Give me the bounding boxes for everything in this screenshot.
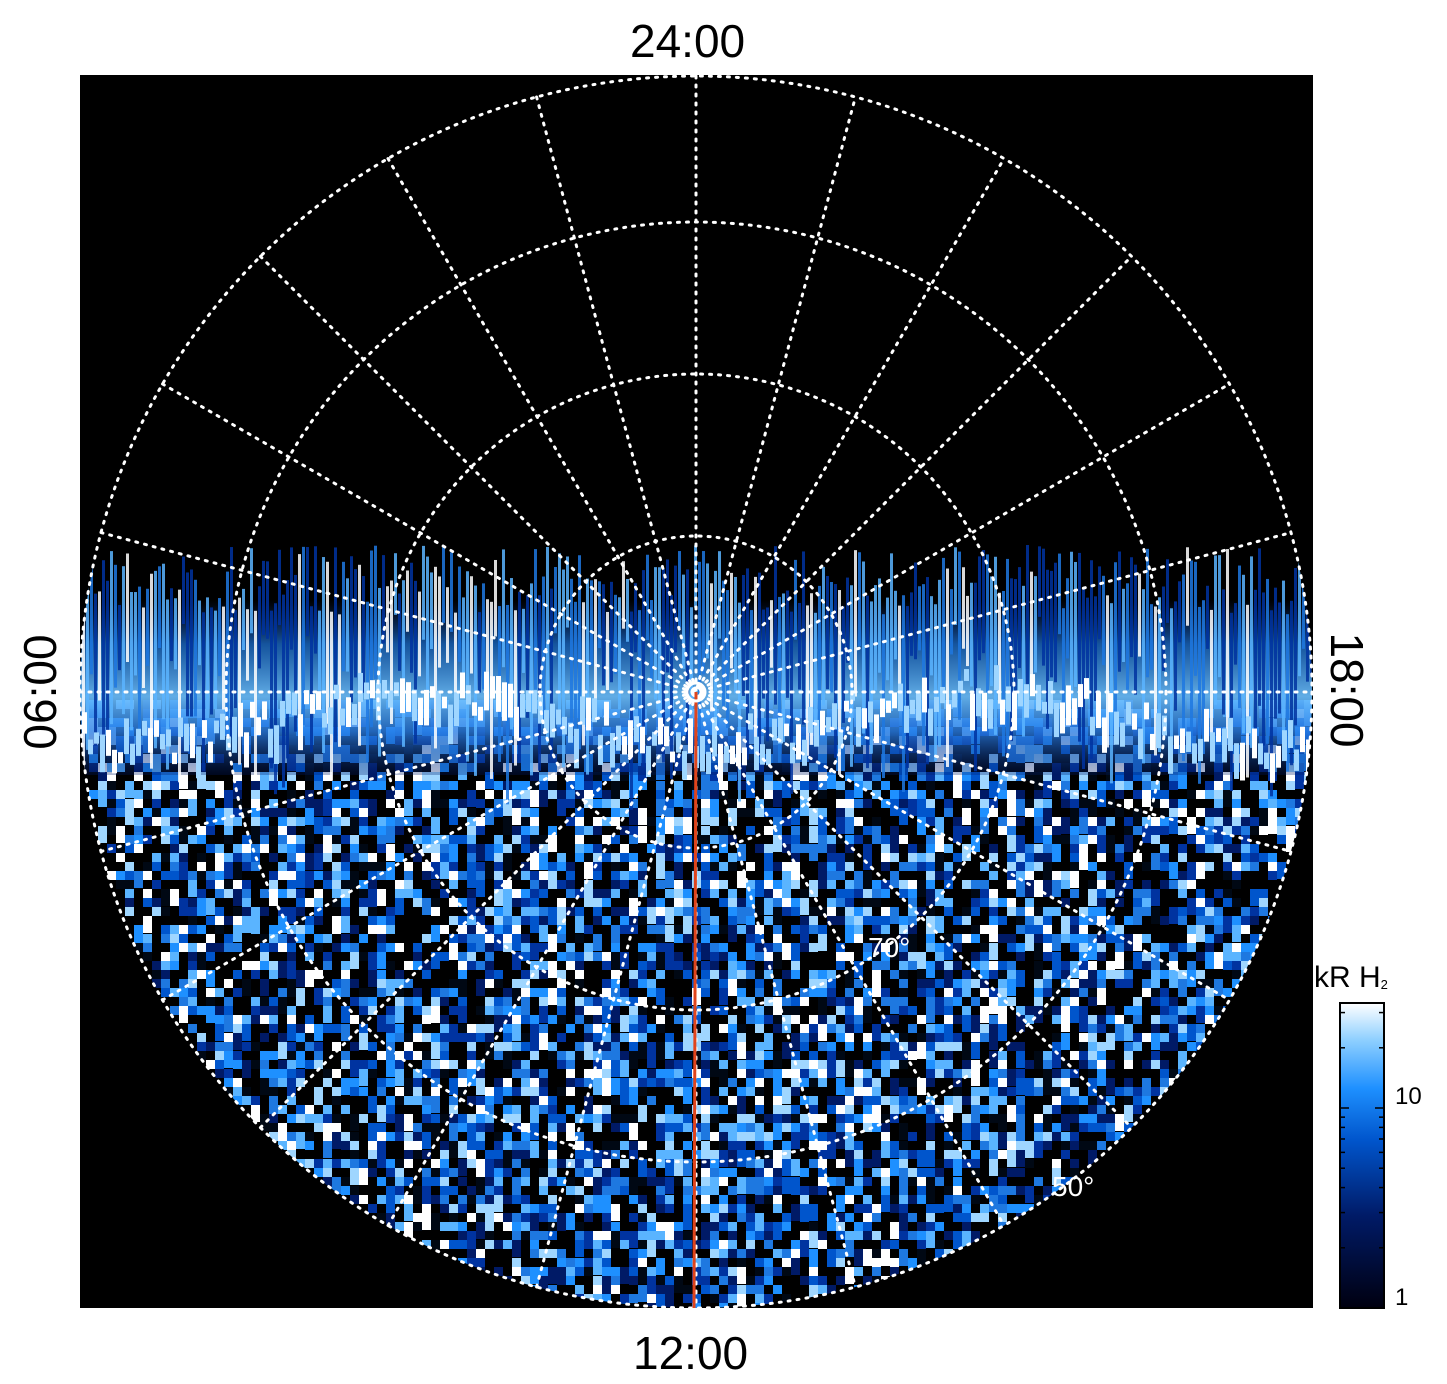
noon-meridian-line bbox=[692, 691, 698, 1309]
colorbar-tick-10: 10 bbox=[1395, 1083, 1422, 1110]
pole-marker bbox=[685, 681, 707, 703]
meridian-line bbox=[99, 531, 1293, 853]
latitude-label-50: 50° bbox=[1052, 1171, 1094, 1202]
colorbar-tick-1: 1 bbox=[1395, 1284, 1409, 1311]
meridian-line bbox=[99, 531, 1293, 853]
time-label-dusk: 18:00 bbox=[1321, 632, 1373, 748]
emission-data bbox=[80, 545, 1312, 1308]
latitude-ring bbox=[80, 75, 1313, 1308]
colorbar-gradient bbox=[1339, 1002, 1385, 1309]
colorbar bbox=[1339, 1002, 1385, 1309]
meridian-line bbox=[535, 95, 857, 1289]
time-label-midnight: 24:00 bbox=[630, 15, 746, 67]
meridian-line bbox=[161, 382, 1231, 1002]
meridian-line bbox=[386, 157, 1006, 1227]
meridian-line bbox=[535, 95, 857, 1289]
time-label-noon: 12:00 bbox=[633, 1327, 749, 1379]
colorbar-unit-subscript: 2 bbox=[1380, 977, 1388, 992]
meridian-line bbox=[161, 382, 1231, 1002]
meridian-line bbox=[258, 254, 1134, 1130]
colorbar-unit-label: kR H2 bbox=[1314, 961, 1388, 995]
latitude-label-70: 70° bbox=[868, 932, 910, 963]
colorbar-unit: kR H bbox=[1314, 961, 1381, 994]
meridian-line bbox=[258, 254, 1134, 1130]
meridian-line bbox=[386, 157, 1006, 1227]
time-label-dawn: 06:00 bbox=[14, 634, 66, 750]
